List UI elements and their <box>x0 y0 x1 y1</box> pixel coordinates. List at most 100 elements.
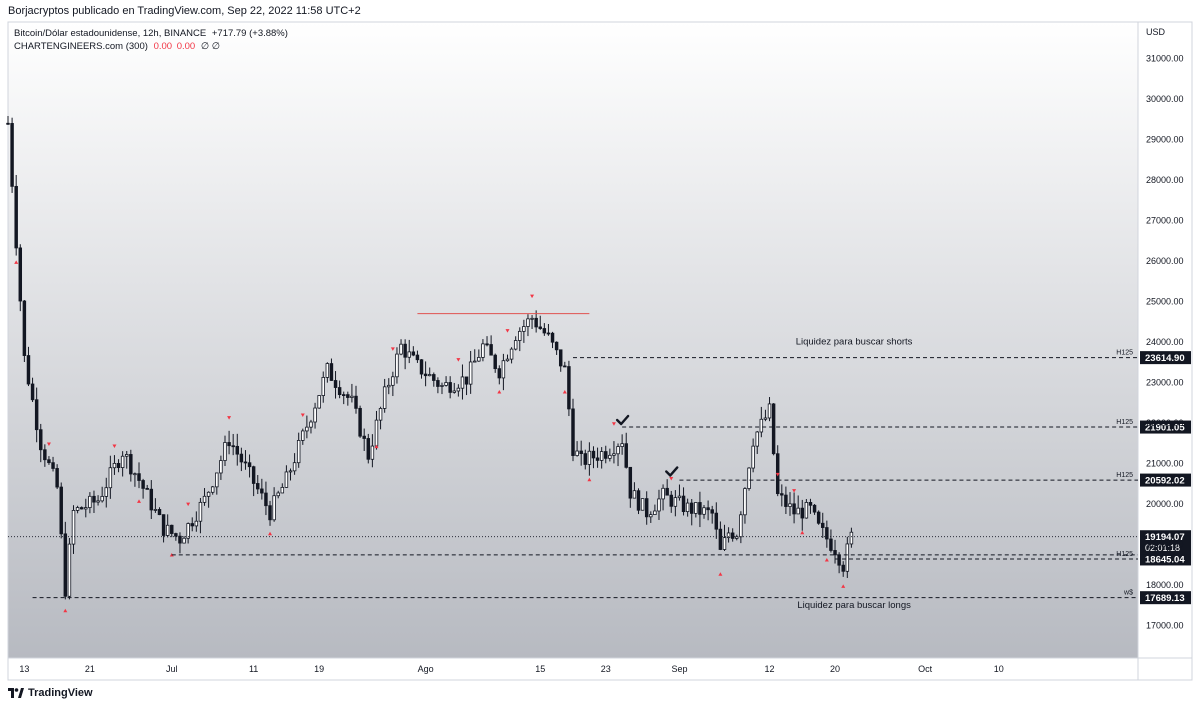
candle-body <box>456 387 461 392</box>
y-tick-label: 26000.00 <box>1146 256 1184 266</box>
candle-body <box>256 483 260 490</box>
level-tag: H125 <box>1116 419 1133 426</box>
candle-body <box>382 386 387 409</box>
candle-body <box>145 487 149 490</box>
level-price-box <box>1140 420 1191 434</box>
candle-body <box>518 330 522 341</box>
candle-body <box>485 343 489 346</box>
candle-body <box>88 495 92 508</box>
y-tick-label: 27000.00 <box>1146 215 1184 225</box>
x-tick-label: 20 <box>830 664 840 674</box>
candle-body <box>681 495 686 513</box>
peak-marker <box>390 347 395 351</box>
price-change: +717.79 (+3.88%) <box>211 28 288 39</box>
peak-marker <box>775 472 780 477</box>
candle-body <box>833 550 837 556</box>
candle-body <box>39 429 43 451</box>
candle-body <box>640 498 645 511</box>
candle-body <box>395 353 399 378</box>
candle-body <box>251 466 256 484</box>
candle-body <box>84 507 88 510</box>
x-tick-label: 19 <box>314 664 324 674</box>
candle-body <box>264 492 268 507</box>
candle-body <box>522 326 526 332</box>
indicator-value-2: 0.00 <box>176 41 196 52</box>
candle-body <box>620 443 624 447</box>
price-chart[interactable]: USD 23614.90 H125 21901.05 H125 20592.02 H125… <box>0 0 1200 681</box>
candle-body <box>796 507 800 515</box>
candle-body <box>210 486 215 493</box>
candle-body <box>587 450 592 465</box>
candle-body <box>718 528 723 550</box>
peak-marker <box>530 294 535 299</box>
candle-body <box>649 514 653 518</box>
candle-body <box>378 408 383 421</box>
candle-body <box>493 354 497 370</box>
candle-body <box>399 343 403 355</box>
candle-body <box>501 360 506 379</box>
candle-body <box>333 380 338 388</box>
candle-body <box>636 490 641 511</box>
trough-marker <box>137 499 142 503</box>
candle-body <box>100 495 104 502</box>
candle-body <box>22 300 27 356</box>
candle-body <box>170 524 174 534</box>
publisher-text: Borjacryptos publicado en TradingView.co… <box>8 5 361 17</box>
candle-body <box>624 443 628 468</box>
candle-body <box>448 382 452 393</box>
tradingview-logo[interactable]: TradingView <box>8 687 93 699</box>
y-tick-label: 29000.00 <box>1146 134 1184 144</box>
candle-body <box>628 466 633 499</box>
x-tick-label: 23 <box>601 664 611 674</box>
indicator-name[interactable]: CHARTENGINEERS.com (300) <box>14 41 148 52</box>
publish-header: Borjacryptos publicado en TradingView.co… <box>0 0 1200 22</box>
candle-body <box>571 408 575 456</box>
candle-body <box>677 495 682 499</box>
trough-marker <box>562 389 567 394</box>
candle-body <box>821 522 825 528</box>
candle-body <box>153 509 158 511</box>
y-tick-label: 28000.00 <box>1146 175 1184 185</box>
level-price-label: 20592.02 <box>1145 476 1185 487</box>
candle-body <box>321 377 325 396</box>
candle-body <box>468 361 473 385</box>
candle-body <box>595 457 600 461</box>
level-price-label: 21901.05 <box>1145 423 1185 434</box>
candle-body <box>206 491 211 497</box>
candle-body <box>366 438 371 460</box>
candle-body <box>129 454 133 475</box>
trough-marker <box>497 389 502 394</box>
candle-body <box>292 462 297 472</box>
candle-body <box>554 341 559 351</box>
candle-body <box>575 450 579 456</box>
candle-body <box>567 366 571 410</box>
candle-body <box>739 514 743 538</box>
x-tick-label: 11 <box>249 664 258 674</box>
candle-body <box>276 492 280 497</box>
candle-body <box>260 488 264 494</box>
candle-body <box>165 524 170 536</box>
x-tick-label: Jul <box>166 664 178 674</box>
candle-body <box>612 453 616 456</box>
x-tick-label: 12 <box>765 664 775 674</box>
candle-body <box>317 395 321 409</box>
level-price-box <box>1140 552 1191 566</box>
candle-body <box>530 317 534 320</box>
candle-body <box>387 384 391 388</box>
candle-body <box>436 380 440 387</box>
trough-marker <box>374 444 379 449</box>
candle-body <box>219 460 223 474</box>
candle-body <box>538 326 542 329</box>
level-price-label: 17689.13 <box>1145 593 1185 604</box>
indicator-value-1: 0.00 <box>153 41 173 52</box>
candle-body <box>432 374 436 381</box>
candle-body <box>116 462 121 469</box>
candle-body <box>714 512 719 530</box>
candle-body <box>767 403 772 419</box>
y-tick-label: 18000.00 <box>1146 580 1184 590</box>
trough-marker <box>14 260 19 264</box>
candle-body <box>845 543 850 572</box>
candle-body <box>186 523 190 539</box>
candle-body <box>161 514 166 536</box>
candle-body <box>231 445 235 448</box>
